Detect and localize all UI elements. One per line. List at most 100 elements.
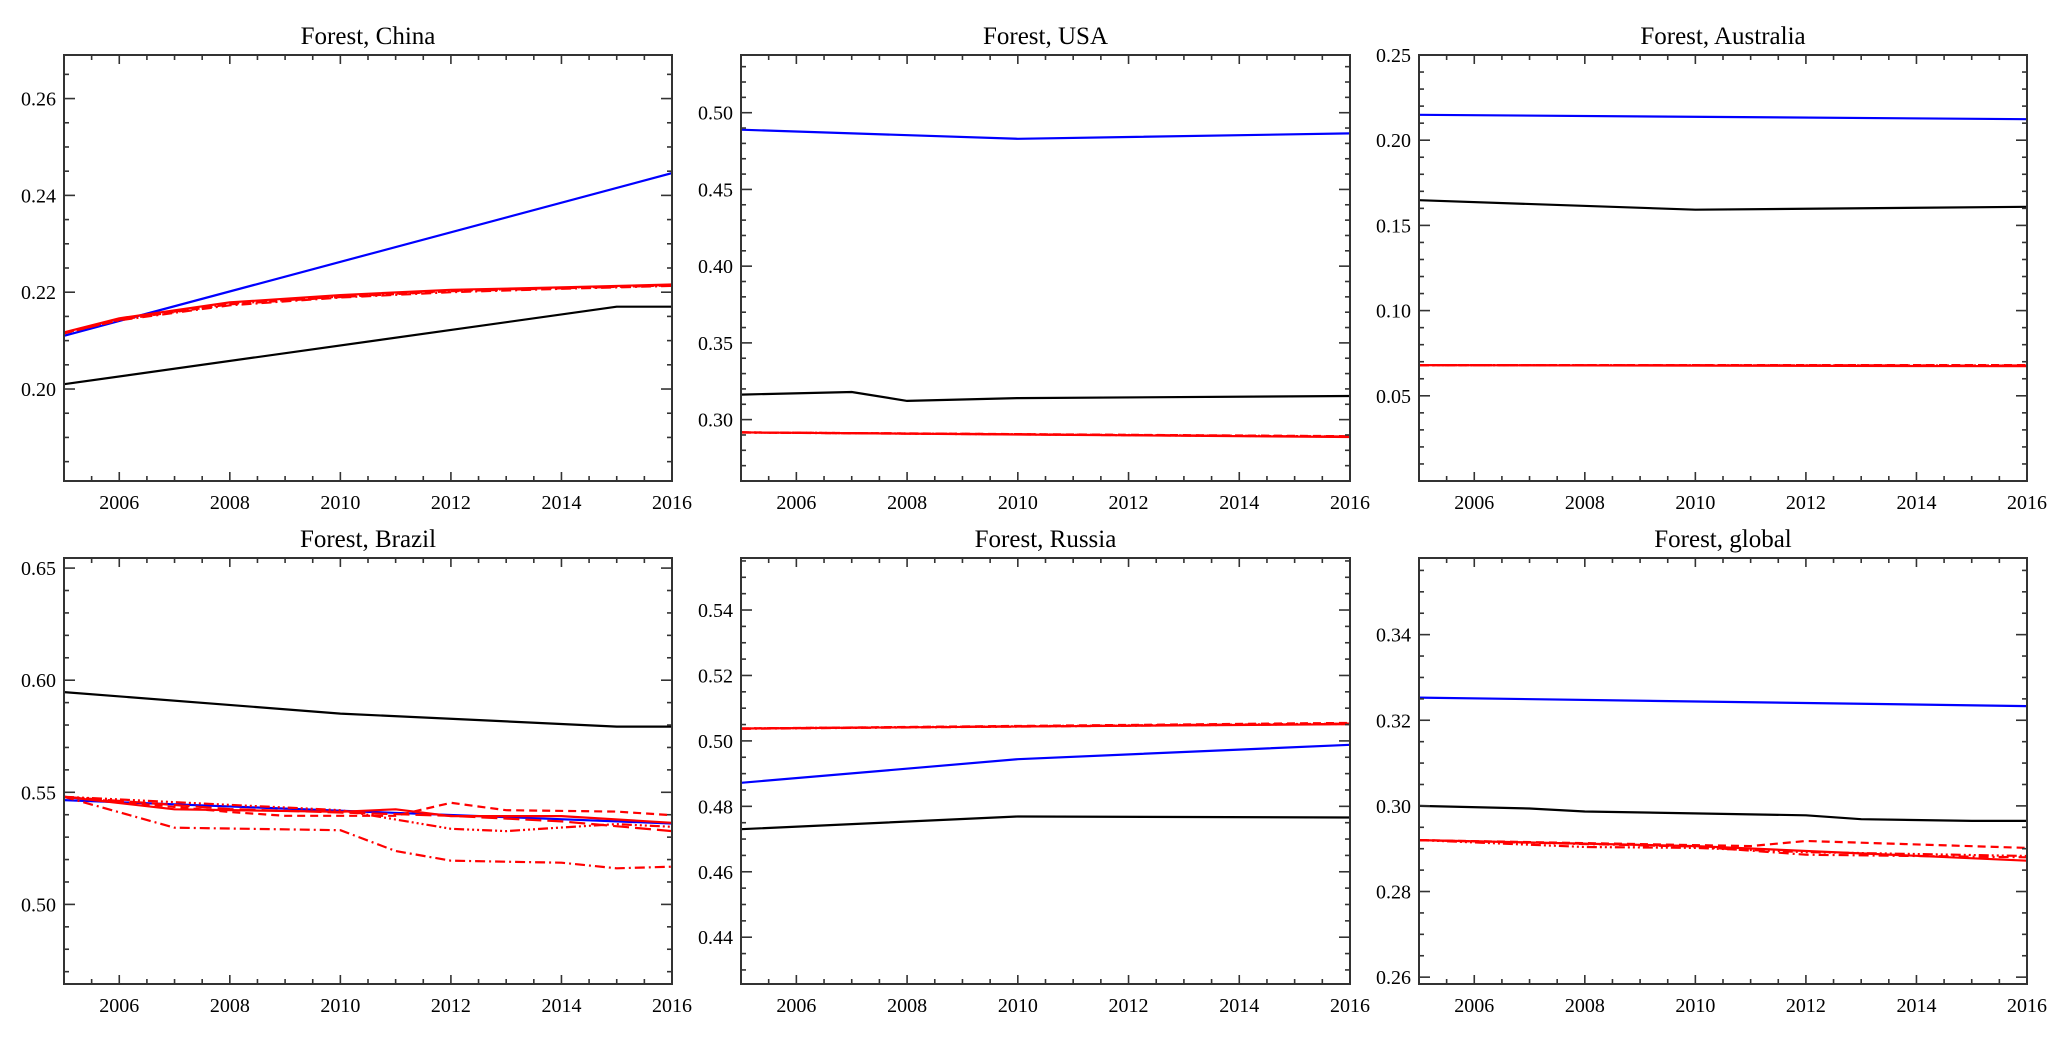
series-line-0-solid — [1419, 804, 2027, 823]
series-line-1-solid — [741, 128, 1350, 140]
series-line-5-dashdotdotdot — [64, 283, 672, 334]
x-tick-label: 2008 — [887, 995, 927, 1017]
x-tick-label: 2016 — [652, 995, 692, 1017]
y-tick-label: 0.30 — [1376, 796, 1411, 818]
series-line-4-dashdot — [64, 795, 672, 870]
x-tick-label: 2012 — [431, 492, 471, 514]
series-line-5-dashdotdotdot — [741, 722, 1350, 730]
series-line-1-solid — [1419, 696, 2027, 708]
y-tick-label: 0.15 — [1376, 215, 1411, 237]
series-line-5-dashdotdotdot — [64, 795, 672, 833]
plot-frame — [63, 557, 673, 985]
series-line-0-solid — [1419, 199, 2027, 211]
x-tick-label: 2008 — [1565, 995, 1605, 1017]
y-tick-label: 0.50 — [698, 731, 733, 753]
y-tick-label: 0.10 — [1376, 301, 1411, 323]
x-tick-label: 2010 — [1675, 492, 1715, 514]
x-tick-label: 2006 — [99, 492, 139, 514]
x-tick-label: 2010 — [998, 492, 1038, 514]
x-tick-label: 2010 — [998, 995, 1038, 1017]
series-line-5-dashdotdotdot — [1419, 839, 2027, 858]
panel-australia: Forest, Australia 2006 2008 2010 2012 2014 201… — [1376, 23, 2047, 514]
y-tick-label: 0.20 — [1376, 130, 1411, 152]
plot-frame — [740, 54, 1351, 482]
panel-title: Forest, USA — [983, 23, 1108, 50]
x-tick-label: 2014 — [541, 492, 581, 514]
x-tick-label: 2016 — [2007, 995, 2047, 1017]
x-tick-label: 2016 — [1330, 995, 1370, 1017]
y-tick-label: 0.30 — [698, 410, 733, 432]
x-tick-label: 2008 — [210, 995, 250, 1017]
y-tick-label: 0.50 — [21, 894, 56, 916]
series-line-3-dashed — [1419, 839, 2027, 849]
series-line-3-dashed — [64, 795, 672, 817]
y-tick-label: 0.28 — [1376, 882, 1411, 904]
x-tick-label: 2012 — [1109, 492, 1149, 514]
y-tick-label: 0.20 — [21, 379, 56, 401]
x-tick-label: 2006 — [1454, 492, 1494, 514]
x-tick-label: 2006 — [99, 995, 139, 1017]
y-tick-label: 0.26 — [21, 89, 56, 111]
panel-title: Forest, Russia — [975, 526, 1117, 553]
panel-title: Forest, China — [301, 23, 436, 50]
y-tick-label: 0.48 — [698, 796, 733, 818]
panel-global: Forest, global 2006 2008 2010 2012 2014 2016 0.… — [1376, 526, 2047, 1017]
y-tick-label: 0.35 — [698, 333, 733, 355]
y-tick-label: 0.24 — [21, 185, 56, 207]
panel-title: Forest, Brazil — [300, 526, 436, 553]
panel-russia: Forest, Russia 2006 2008 2010 2012 2014 2016 0.… — [698, 526, 1370, 1017]
x-tick-label: 2010 — [320, 995, 360, 1017]
series-line-0-solid — [64, 305, 672, 386]
y-tick-label: 0.45 — [698, 179, 733, 201]
y-tick-label: 0.50 — [698, 103, 733, 125]
series-line-0-solid — [64, 691, 672, 728]
y-tick-label: 0.46 — [698, 862, 733, 884]
x-tick-label: 2006 — [776, 492, 816, 514]
plot-frame — [1418, 557, 2028, 985]
y-tick-label: 0.34 — [1376, 625, 1411, 647]
x-tick-label: 2006 — [776, 995, 816, 1017]
y-tick-label: 0.52 — [698, 665, 733, 687]
series-line-1-solid — [64, 172, 672, 337]
series-line-0-solid — [741, 815, 1350, 831]
series-line-1-solid — [1419, 113, 2027, 121]
series-line-2-solid — [64, 795, 672, 824]
x-tick-label: 2014 — [541, 995, 581, 1017]
x-tick-label: 2012 — [1786, 995, 1826, 1017]
x-tick-label: 2014 — [1896, 995, 1936, 1017]
series-line-0-solid — [741, 390, 1350, 402]
panel-china: Forest, China 2006 2008 2010 2012 2014 2016 0.2… — [21, 23, 692, 514]
series-line-2-solid — [64, 283, 672, 334]
x-tick-label: 2016 — [1330, 492, 1370, 514]
plot-frame — [63, 54, 673, 482]
y-tick-label: 0.55 — [21, 782, 56, 804]
x-tick-label: 2012 — [1109, 995, 1149, 1017]
y-tick-label: 0.40 — [698, 256, 733, 278]
series-line-5-dashdotdotdot — [741, 431, 1350, 438]
x-tick-label: 2010 — [320, 492, 360, 514]
y-tick-label: 0.22 — [21, 282, 56, 304]
panel-title: Forest, global — [1654, 526, 1792, 553]
panel-usa: Forest, USA 2006 2008 2010 2012 2014 2016 0.30 0… — [698, 23, 1370, 514]
x-tick-label: 2014 — [1219, 492, 1259, 514]
panel-brazil: Forest, Brazil 2006 2008 2010 2012 2014 2016 0.… — [21, 526, 692, 1017]
x-tick-label: 2006 — [1454, 995, 1494, 1017]
y-tick-label: 0.60 — [21, 670, 56, 692]
series-line-6-longdash — [64, 795, 672, 833]
x-tick-label: 2008 — [210, 492, 250, 514]
x-tick-label: 2014 — [1896, 492, 1936, 514]
x-tick-label: 2012 — [431, 995, 471, 1017]
y-tick-label: 0.65 — [21, 558, 56, 580]
y-tick-label: 0.26 — [1376, 967, 1411, 989]
x-tick-label: 2008 — [1565, 492, 1605, 514]
x-tick-label: 2014 — [1219, 995, 1259, 1017]
y-tick-label: 0.25 — [1376, 45, 1411, 67]
x-tick-label: 2012 — [1786, 492, 1826, 514]
x-tick-label: 2008 — [887, 492, 927, 514]
y-tick-label: 0.32 — [1376, 710, 1411, 732]
plot-frame — [740, 557, 1351, 985]
x-tick-label: 2016 — [652, 492, 692, 514]
x-tick-label: 2016 — [2007, 492, 2047, 514]
series-line-3-dashed — [64, 284, 672, 335]
